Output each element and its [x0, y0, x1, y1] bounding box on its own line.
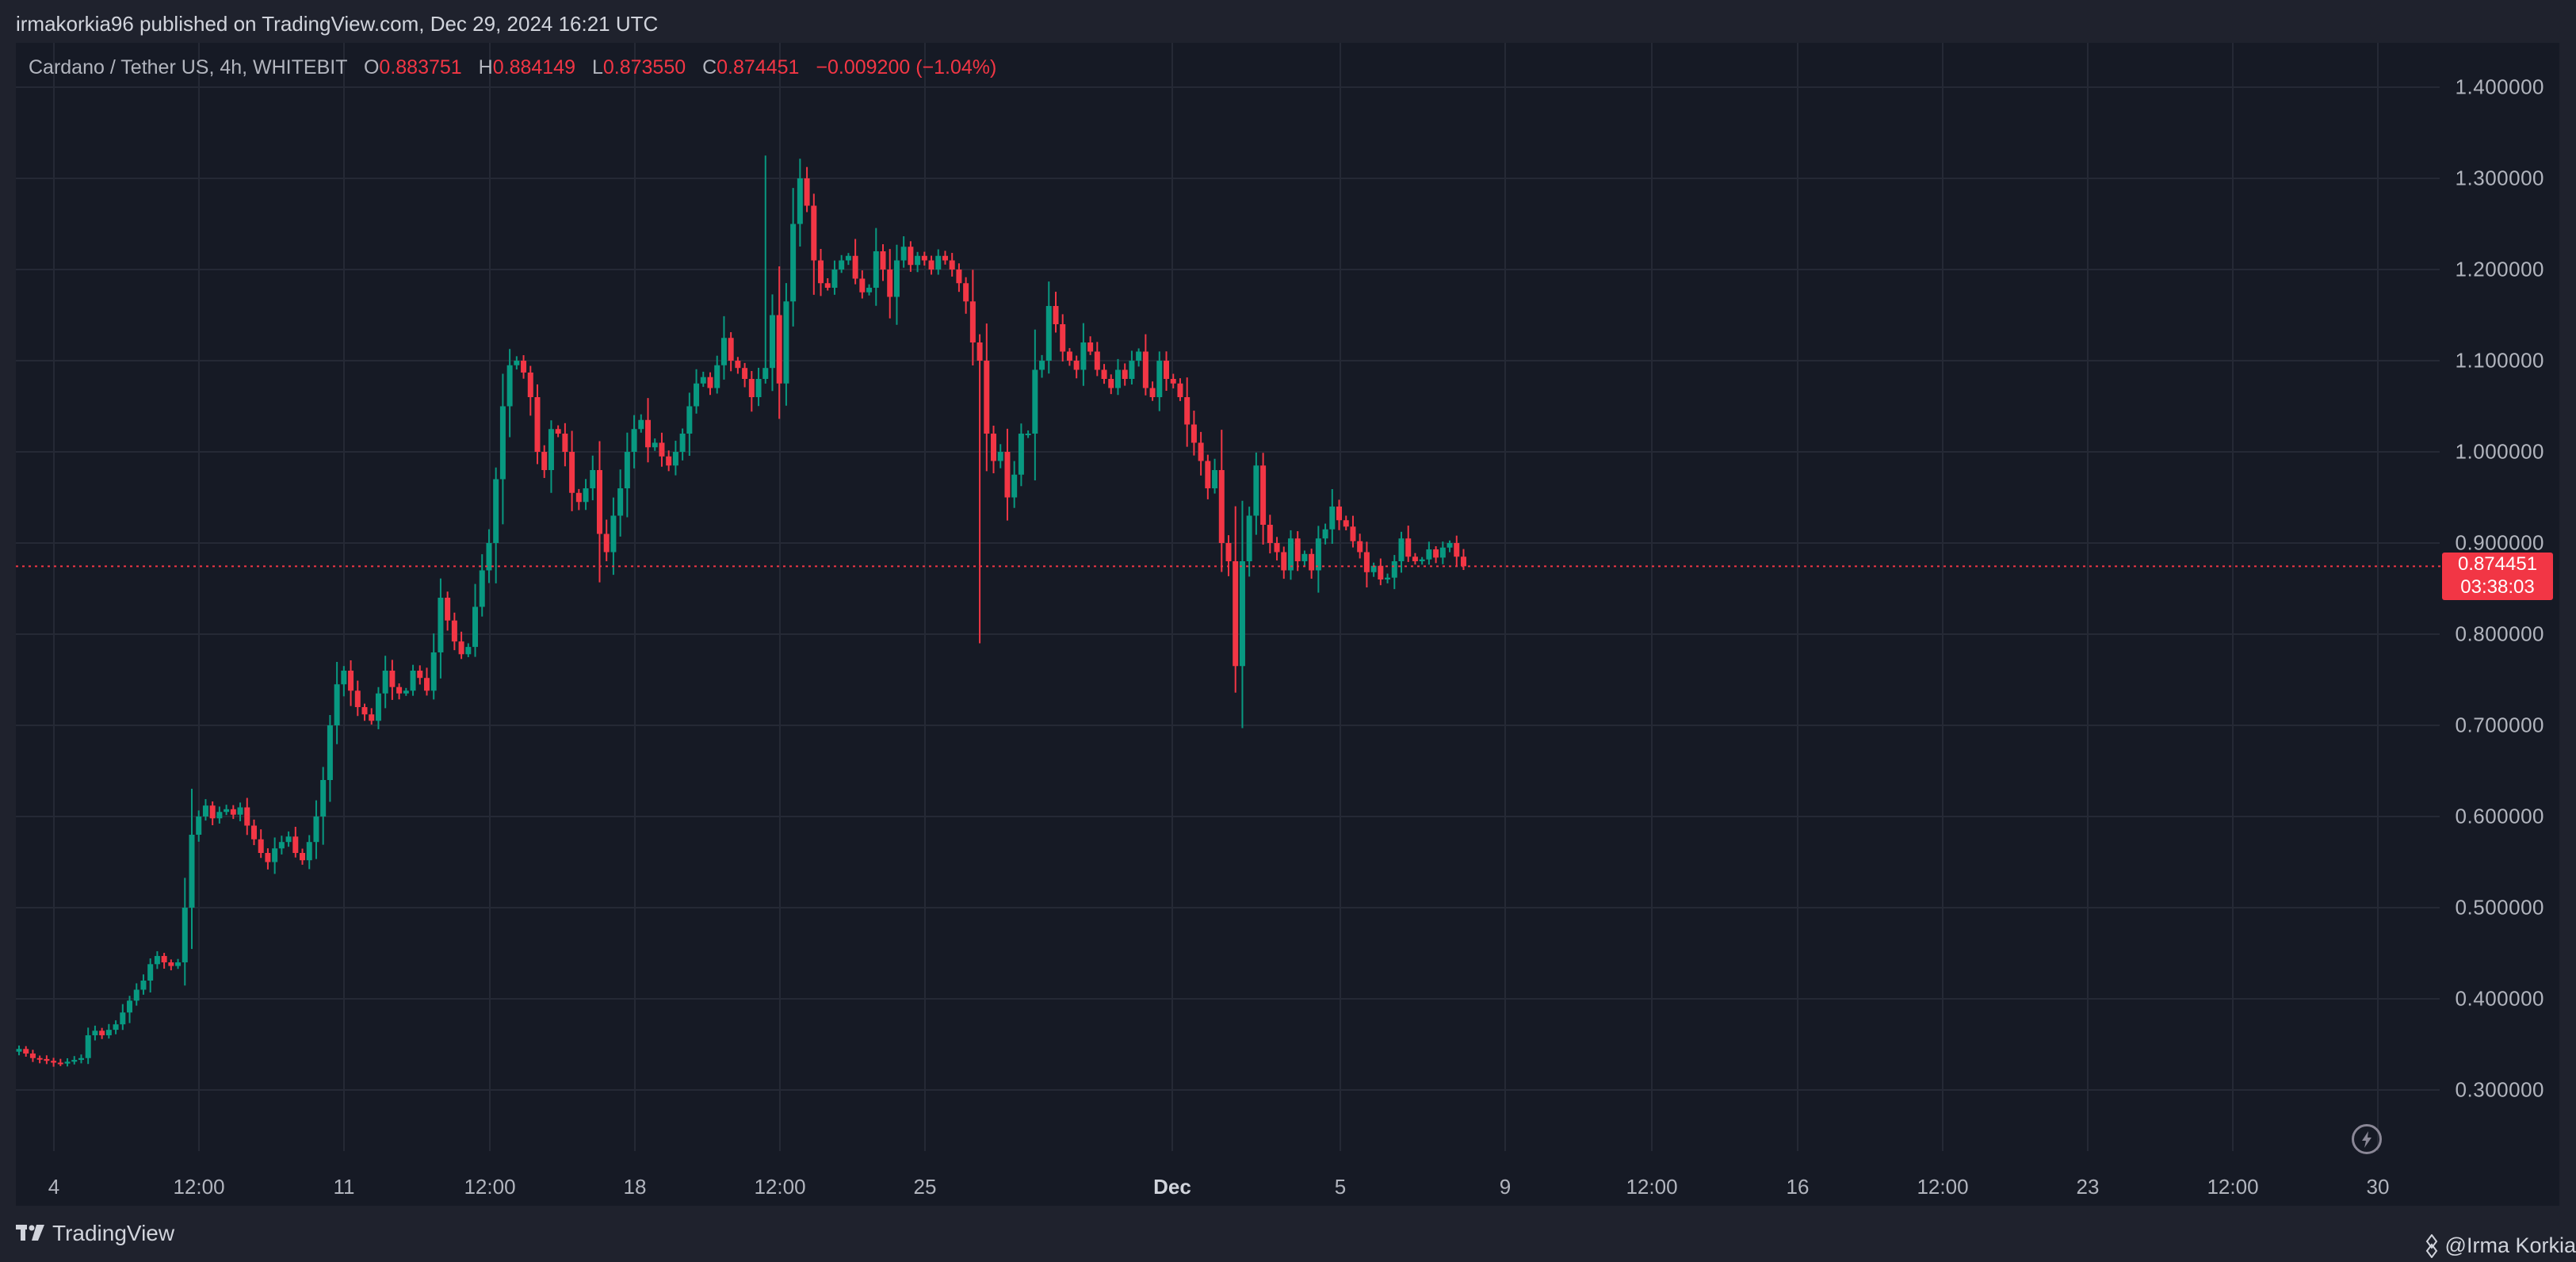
open-value: 0.883751	[379, 56, 462, 78]
price-tick-label: 1.300000	[2455, 166, 2544, 190]
open-label: O	[363, 56, 380, 78]
brand-name: TradingView	[52, 1221, 175, 1245]
last-price-value: 0.874451	[2457, 553, 2538, 575]
high-value: 0.884149	[492, 56, 575, 78]
price-tick-label: 1.000000	[2455, 439, 2544, 464]
time-tick-label: 18	[623, 1175, 647, 1199]
last-price-tag: 0.874451 03:38:03	[2442, 553, 2553, 600]
time-tick-label: 12:00	[2207, 1175, 2259, 1199]
time-tick-label: Dec	[1153, 1175, 1191, 1199]
price-tick-label: 0.400000	[2455, 986, 2544, 1011]
bar-countdown: 03:38:03	[2460, 576, 2535, 598]
tradingview-logo[interactable]: TradingView	[16, 1221, 174, 1246]
time-tick-label: 30	[2366, 1175, 2390, 1199]
price-tick-label: 1.200000	[2455, 257, 2544, 281]
time-tick-label: 12:00	[173, 1175, 225, 1199]
price-tick-label: 0.800000	[2455, 621, 2544, 646]
time-tick-label: 12:00	[464, 1175, 516, 1199]
time-tick-label: 12:00	[1626, 1175, 1678, 1199]
symbol-legend: Cardano / Tether US, 4h, WHITEBIT O0.883…	[29, 54, 996, 81]
low-label: L	[591, 56, 603, 78]
time-tick-label: 9	[1499, 1175, 1512, 1199]
price-tick-label: 0.700000	[2455, 713, 2544, 737]
symbol-name: Cardano / Tether US, 4h, WHITEBIT	[29, 56, 348, 78]
price-tick-label: 0.900000	[2455, 530, 2544, 555]
published-header: irmakorkia96 published on TradingView.co…	[16, 12, 659, 36]
time-tick-label: 12:00	[1917, 1175, 1969, 1199]
low-value: 0.873550	[602, 56, 686, 78]
author-credit: @Irma Korkia	[2423, 1233, 2576, 1258]
time-tick-label: 12:00	[754, 1175, 806, 1199]
time-tick-label: 23	[2076, 1175, 2100, 1199]
close-label: C	[702, 56, 717, 78]
price-tick-label: 1.400000	[2455, 75, 2544, 99]
time-tick-label: 16	[1786, 1175, 1810, 1199]
price-tick-label: 0.600000	[2455, 804, 2544, 828]
lightning-icon[interactable]	[2352, 1124, 2382, 1154]
time-tick-label: 11	[333, 1175, 355, 1199]
diamond-icon	[2425, 1233, 2437, 1258]
price-tick-label: 0.300000	[2455, 1077, 2544, 1102]
price-tick-label: 1.100000	[2455, 348, 2544, 373]
price-tick-label: 0.500000	[2455, 895, 2544, 920]
author-name: @Irma Korkia	[2444, 1233, 2576, 1257]
time-tick-label: 4	[48, 1175, 60, 1199]
high-label: H	[478, 56, 493, 78]
close-value: 0.874451	[717, 56, 800, 78]
time-tick-label: 5	[1334, 1175, 1347, 1199]
time-tick-label: 25	[913, 1175, 937, 1199]
change-value: −0.009200 (−1.04%)	[816, 56, 997, 78]
tradingview-logo-icon	[16, 1225, 44, 1241]
